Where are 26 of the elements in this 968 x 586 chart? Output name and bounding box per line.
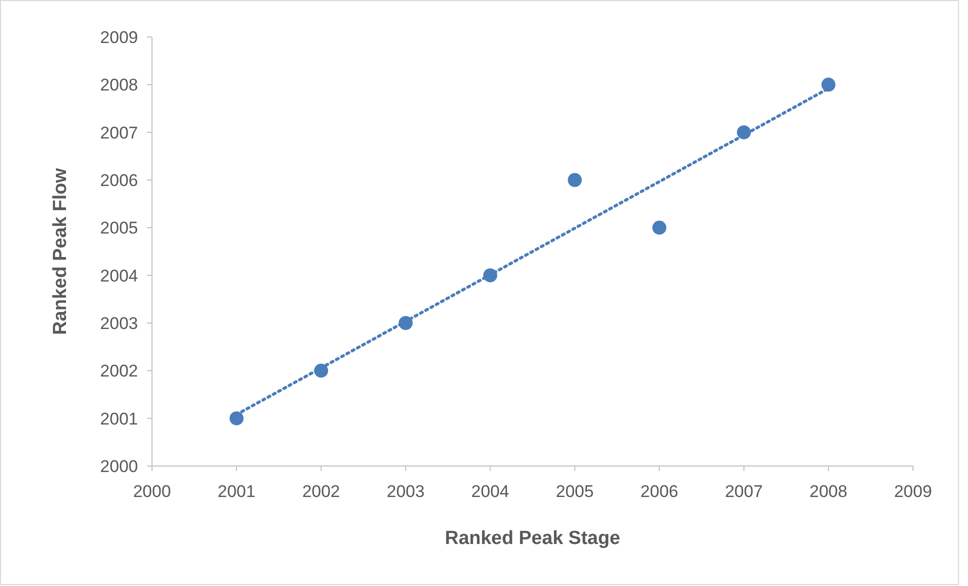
x-axis-title: Ranked Peak Stage	[444, 528, 620, 549]
x-tick-label: 2009	[894, 482, 932, 501]
point	[821, 78, 836, 92]
x-tick-label: 2002	[302, 482, 340, 501]
x-tick-label: 2008	[810, 482, 848, 501]
x-tick-label: 2007	[724, 482, 763, 501]
y-tick-label: 2009	[100, 28, 138, 47]
y-tick-label: 2003	[100, 314, 138, 333]
x-tick-label: 2003	[386, 482, 425, 501]
x-tick-label: 2000	[133, 482, 171, 501]
y-tick-label: 2004	[100, 266, 138, 286]
y-axis-title: Ranked Peak Flow	[50, 168, 71, 335]
y-tick-label: 2007	[100, 123, 138, 142]
y-tick-label: 2000	[100, 456, 138, 476]
x-tick-label: 2005	[556, 482, 594, 501]
point	[568, 173, 582, 187]
x-tick-label: 2006	[640, 482, 678, 501]
x-tick-label: 2001	[218, 482, 256, 501]
y-tick-label: 2008	[100, 76, 138, 95]
y-tick-label: 2005	[100, 218, 138, 238]
x-tick-label: 2004	[471, 482, 510, 501]
point	[230, 411, 244, 426]
point	[652, 220, 666, 235]
y-tick-label: 2006	[100, 170, 138, 190]
y-tick-label: 2002	[100, 362, 138, 381]
y-tick-label: 2001	[100, 409, 138, 428]
